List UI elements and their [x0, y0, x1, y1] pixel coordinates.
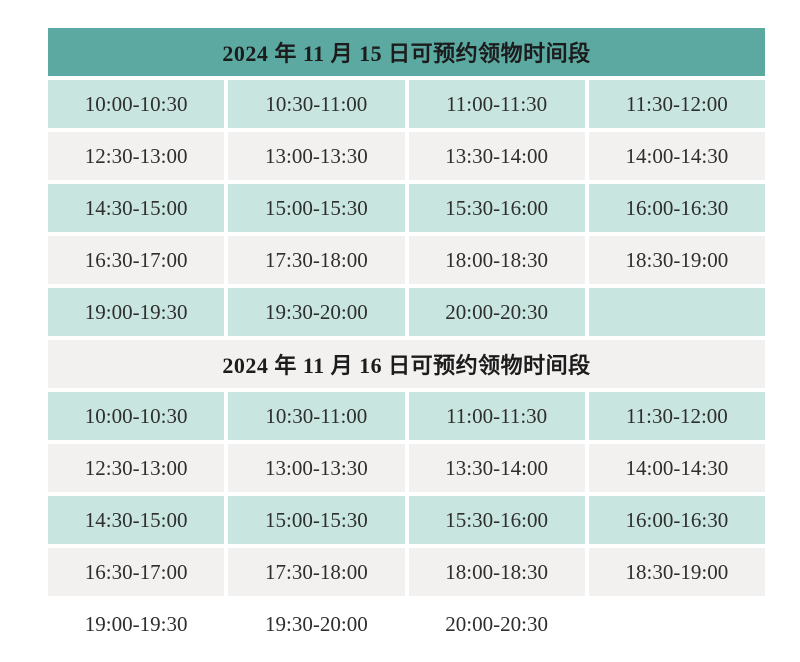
time-slot-cell: 13:00-13:30: [228, 132, 405, 180]
time-slot-row: 19:00-19:30 19:30-20:00 20:00-20:30: [48, 288, 765, 336]
table-title-nov15: 2024 年 11 月 15 日可预约领物时间段: [48, 28, 765, 76]
time-slot-cell: 15:00-15:30: [228, 496, 405, 544]
time-slot-cell: 19:00-19:30: [48, 288, 225, 336]
table-body-nov15: 10:00-10:30 10:30-11:00 11:00-11:30 11:30-1…: [48, 80, 765, 336]
time-slot-cell: 13:00-13:30: [228, 444, 405, 492]
time-slot-cell: 18:00-18:30: [408, 236, 585, 284]
time-slot-cell: 11:00-11:30: [408, 80, 585, 128]
time-slot-row: 10:00-10:30 10:30-11:00 11:00-11:30 11:30-1…: [48, 80, 765, 128]
time-slot-cell: 15:30-16:00: [408, 184, 585, 232]
time-slot-row: 16:30-17:00 17:30-18:00 18:00-18:30 18:30-1…: [48, 236, 765, 284]
time-slot-cell: 11:00-11:30: [408, 392, 585, 440]
time-slot-cell: 10:30-11:00: [228, 80, 405, 128]
empty-cell: [589, 600, 765, 648]
time-slot-cell: 18:30-19:00: [588, 548, 765, 596]
table-title-nov16: 2024 年 11 月 16 日可预约领物时间段: [48, 340, 765, 388]
time-slot-cell: 10:00-10:30: [48, 392, 225, 440]
schedule-table-nov16: 2024 年 11 月 16 日可预约领物时间段 10:00-10:30 10:3…: [48, 340, 765, 648]
time-slot-cell: 16:30-17:00: [48, 548, 225, 596]
time-slot-cell: 18:00-18:30: [408, 548, 585, 596]
time-slot-cell: 17:30-18:00: [228, 548, 405, 596]
time-slot-row: 14:30-15:00 15:00-15:30 15:30-16:00 16:00-1…: [48, 496, 765, 544]
pickup-schedule: 2024 年 11 月 15 日可预约领物时间段 10:00-10:30 10:3…: [48, 28, 765, 652]
time-slot-cell: 14:30-15:00: [48, 496, 225, 544]
time-slot-cell: 20:00-20:30: [408, 288, 585, 336]
time-slot-cell: 16:30-17:00: [48, 236, 225, 284]
schedule-table-nov15: 2024 年 11 月 15 日可预约领物时间段 10:00-10:30 10:3…: [48, 28, 765, 336]
time-slot-cell: 16:00-16:30: [588, 184, 765, 232]
time-slot-cell: 19:00-19:30: [84, 611, 188, 636]
time-slot-cell: 11:30-12:00: [588, 80, 765, 128]
time-slot-cell: 13:30-14:00: [408, 132, 585, 180]
time-slot-cell: 12:30-13:00: [48, 132, 225, 180]
time-slot-cell: 14:00-14:30: [588, 444, 765, 492]
time-slot-cell: 10:30-11:00: [228, 392, 405, 440]
time-slot-row: 12:30-13:00 13:00-13:30 13:30-14:00 14:00-1…: [48, 132, 765, 180]
table-body-nov16: 10:00-10:30 10:30-11:00 11:00-11:30 11:30-1…: [48, 392, 765, 648]
time-slot-cell: 12:30-13:00: [48, 444, 225, 492]
time-slot-cell: 15:30-16:00: [408, 496, 585, 544]
time-slot-cell: 19:30-20:00: [265, 611, 368, 636]
time-slot-row: 10:00-10:30 10:30-11:00 11:00-11:30 11:30-1…: [48, 392, 765, 440]
time-slot-row: 16:30-17:00 17:30-18:00 18:00-18:30 18:30-1…: [48, 548, 765, 596]
time-slot-cell: 14:00-14:30: [588, 132, 765, 180]
time-slot-row: 12:30-13:00 13:00-13:30 13:30-14:00 14:00-1…: [48, 444, 765, 492]
time-slot-cell: 14:30-15:00: [48, 184, 225, 232]
empty-cell: [588, 288, 765, 336]
time-slot-cell: 11:30-12:00: [588, 392, 765, 440]
time-slot-cell: 19:30-20:00: [228, 288, 405, 336]
time-slot-cell: 13:30-14:00: [408, 444, 585, 492]
time-slot-cell: 17:30-18:00: [228, 236, 405, 284]
time-slot-cell: 16:00-16:30: [588, 496, 765, 544]
time-slot-cell: 20:00-20:30: [445, 611, 548, 636]
time-slot-cell: 10:00-10:30: [48, 80, 225, 128]
time-slot-cell: 18:30-19:00: [588, 236, 765, 284]
time-slot-cell: 15:00-15:30: [228, 184, 405, 232]
time-slot-row: 14:30-15:00 15:00-15:30 15:30-16:00 16:00-1…: [48, 184, 765, 232]
time-slot-row: 19:00-19:30 19:30-20:00 20:00-20:30: [48, 600, 765, 648]
